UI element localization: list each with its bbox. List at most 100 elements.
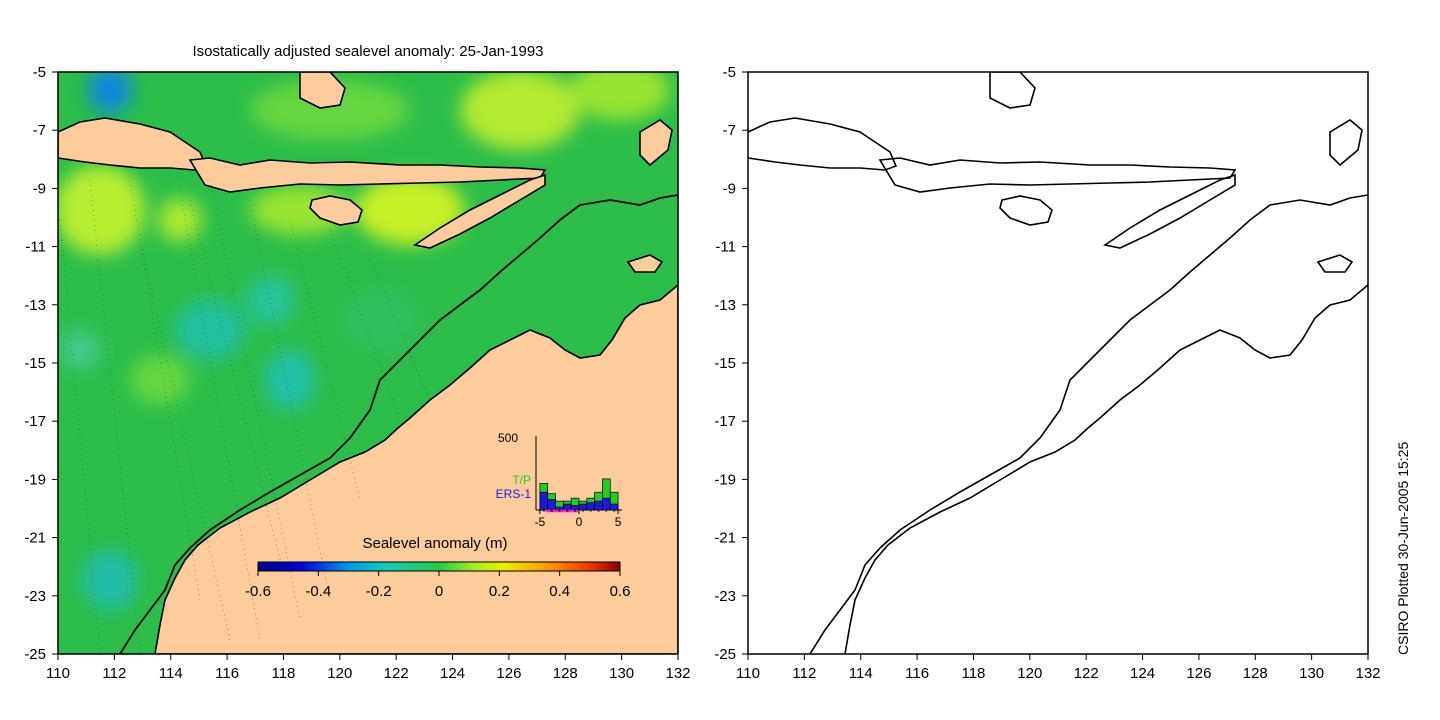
right-x-tick-label: 112 bbox=[792, 665, 816, 682]
right-y-tick-label: -15 bbox=[714, 355, 736, 372]
right-map: 110 112 114 116 118 120 122 124 126 128 130 132 -5 -7… bbox=[714, 64, 1380, 682]
right-y-tick-label: -23 bbox=[714, 588, 736, 605]
histogram-bin-marker: * bbox=[613, 508, 616, 517]
histogram-bin-marker: * bbox=[597, 508, 600, 517]
legend-tp: T/P bbox=[512, 473, 531, 487]
legend-ers1: ERS-1 bbox=[496, 487, 532, 501]
right-axes: 110 112 114 116 118 120 122 124 126 128 130 132 -5 -7… bbox=[714, 64, 1380, 682]
left-x-tick-label: 132 bbox=[665, 665, 690, 682]
timor-land bbox=[412, 173, 546, 249]
right-x-tick-label: 110 bbox=[736, 665, 760, 682]
colorbar-tick-label: 0 bbox=[435, 583, 443, 600]
histogram-bin-marker: * bbox=[581, 508, 584, 517]
histogram-ers1-bar bbox=[609, 503, 619, 511]
right-y-tick-label: -19 bbox=[714, 471, 736, 488]
shelf-contour bbox=[119, 194, 678, 654]
colorbar-tick-label: -0.2 bbox=[366, 583, 392, 600]
histogram-bin-marker: * bbox=[550, 508, 553, 517]
colorbar-title: Sealevel anomaly (m) bbox=[362, 535, 507, 552]
right-x-tick-label: 116 bbox=[905, 665, 929, 682]
shelf-outline bbox=[809, 194, 1368, 654]
histogram-bin-marker: * bbox=[558, 508, 561, 517]
histogram-x-tick-label: 5 bbox=[615, 515, 622, 529]
right-x-tick-label: 132 bbox=[1355, 665, 1380, 682]
left-y-tick-label: -11 bbox=[25, 239, 46, 256]
histogram-bin-marker: * bbox=[605, 508, 608, 517]
right-y-tick-label: -5 bbox=[723, 64, 736, 81]
sumba-land bbox=[309, 195, 363, 226]
nusa-tenggara-outline bbox=[878, 157, 1237, 193]
colorbar-tick-label: 0.2 bbox=[489, 583, 510, 600]
histogram-bin-marker: * bbox=[589, 508, 592, 517]
australia-outline bbox=[844, 284, 1368, 654]
plot-credit: CSIRO Plotted 30-Jun-2005 15:25 bbox=[1395, 442, 1411, 655]
timor-outline bbox=[1102, 173, 1236, 249]
right-x-tick-label: 114 bbox=[849, 665, 873, 682]
right-y-tick-label: -9 bbox=[723, 180, 736, 197]
left-x-tick-label: 114 bbox=[159, 665, 183, 682]
aru-outline bbox=[1316, 254, 1354, 273]
left-map-title: Isostatically adjusted sealevel anomaly:… bbox=[192, 43, 543, 60]
left-axes: 110 112 114 116 118 120 122 124 126 128 130 132 -5 -7… bbox=[24, 64, 690, 682]
aru-land bbox=[626, 254, 664, 273]
right-x-tick-label: 130 bbox=[1299, 665, 1324, 682]
histogram-y-max-label: 500 bbox=[498, 431, 518, 445]
left-x-tick-label: 130 bbox=[609, 665, 634, 682]
histogram-bin-marker: * bbox=[574, 508, 577, 517]
histogram-x-tick-label: -5 bbox=[535, 515, 546, 529]
ground-tracks bbox=[59, 179, 431, 654]
left-x-tick-label: 118 bbox=[271, 665, 295, 682]
right-y-tick-label: -13 bbox=[714, 297, 736, 314]
left-y-tick-label: -21 bbox=[24, 530, 46, 547]
left-y-tick-label: -17 bbox=[24, 413, 46, 430]
colorbar-tick-label: 0.4 bbox=[549, 583, 570, 600]
colorbar-gradient bbox=[257, 561, 621, 572]
left-x-tick-label: 122 bbox=[384, 665, 409, 682]
colorbar-tick-label: -0.6 bbox=[245, 583, 271, 600]
left-y-tick-label: -15 bbox=[24, 355, 46, 372]
left-x-tick-label: 128 bbox=[553, 665, 578, 682]
right-x-tick-label: 118 bbox=[961, 665, 985, 682]
histogram-x-tick-label: 0 bbox=[576, 515, 583, 529]
right-x-tick-label: 126 bbox=[1186, 665, 1211, 682]
left-x-tick-label: 120 bbox=[327, 665, 352, 682]
left-map: Isostatically adjusted sealevel anomaly:… bbox=[24, 43, 690, 682]
tanimbar-land bbox=[639, 119, 673, 167]
nusa-tenggara-land bbox=[188, 157, 547, 193]
left-x-tick-label: 116 bbox=[215, 665, 239, 682]
sumba-outline bbox=[999, 195, 1053, 226]
right-y-tick-label: -21 bbox=[714, 530, 736, 547]
right-y-tick-label: -7 bbox=[723, 122, 736, 139]
left-y-tick-label: -19 bbox=[24, 471, 46, 488]
right-y-tick-label: -17 bbox=[714, 413, 736, 430]
right-x-tick-label: 128 bbox=[1243, 665, 1268, 682]
left-y-tick-label: -13 bbox=[24, 297, 46, 314]
right-x-tick-label: 122 bbox=[1074, 665, 1099, 682]
histogram-bars bbox=[539, 478, 619, 511]
left-y-tick-label: -7 bbox=[33, 122, 46, 139]
left-y-tick-label: -25 bbox=[24, 646, 46, 663]
sulawesi-outline bbox=[989, 72, 1036, 109]
left-y-tick-label: -9 bbox=[33, 180, 46, 197]
histogram-x-ticks: * * * * * * * * * *-5 0 5 bbox=[535, 508, 622, 529]
left-y-tick-label: -23 bbox=[24, 588, 46, 605]
right-map-coastlines bbox=[748, 72, 1368, 654]
right-y-tick-label: -11 bbox=[715, 239, 736, 256]
left-x-tick-label: 124 bbox=[440, 665, 465, 682]
histogram-bin-marker: * bbox=[566, 508, 569, 517]
right-map-background bbox=[748, 72, 1368, 654]
left-x-tick-label: 110 bbox=[46, 665, 70, 682]
right-y-tick-label: -25 bbox=[714, 646, 736, 663]
left-x-tick-label: 126 bbox=[496, 665, 521, 682]
colorbar-tick-label: 0.6 bbox=[610, 583, 631, 600]
histogram-bin-marker: * bbox=[542, 508, 545, 517]
anomaly-blobs bbox=[58, 72, 670, 610]
colorbar-tick-label: -0.4 bbox=[305, 583, 331, 600]
colorbar: Sealevel anomaly (m) -0.6 -0.4 -0.2 0 0.2 0.4… bbox=[245, 535, 630, 600]
left-x-tick-label: 112 bbox=[102, 665, 126, 682]
right-x-tick-label: 120 bbox=[1017, 665, 1042, 682]
right-x-tick-label: 124 bbox=[1130, 665, 1155, 682]
sulawesi-land bbox=[299, 72, 346, 109]
tanimbar-outline bbox=[1329, 119, 1363, 167]
